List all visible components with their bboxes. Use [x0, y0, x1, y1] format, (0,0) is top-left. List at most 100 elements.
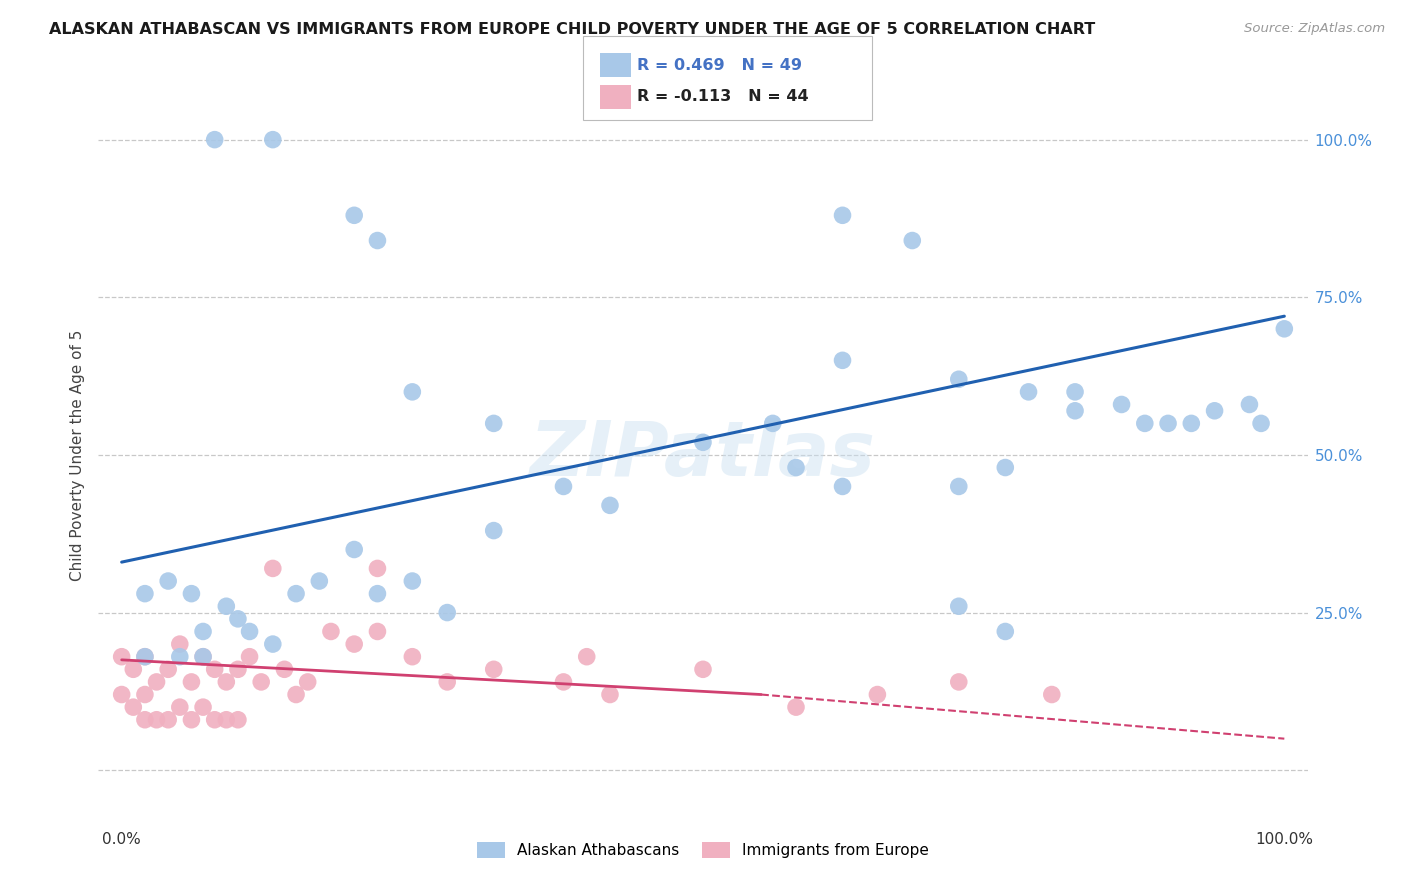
Point: [262, 637, 284, 651]
Point: [366, 561, 388, 575]
Point: [1180, 417, 1202, 431]
Legend: Alaskan Athabascans, Immigrants from Europe: Alaskan Athabascans, Immigrants from Eur…: [471, 836, 935, 864]
Point: [319, 624, 342, 639]
Point: [553, 479, 575, 493]
Point: [1157, 417, 1180, 431]
Y-axis label: Child Poverty Under the Age of 5: Child Poverty Under the Age of 5: [69, 329, 84, 581]
Point: [948, 599, 970, 614]
Point: [250, 674, 273, 689]
Point: [122, 700, 145, 714]
Point: [401, 574, 423, 588]
Point: [239, 624, 262, 639]
Point: [239, 649, 262, 664]
Point: [191, 624, 214, 639]
Point: [692, 435, 714, 450]
Point: [180, 713, 202, 727]
Point: [1064, 404, 1087, 418]
Point: [285, 587, 308, 601]
Point: [948, 372, 970, 386]
Point: [191, 700, 214, 714]
Point: [994, 460, 1017, 475]
Point: [599, 688, 621, 702]
Point: [134, 688, 156, 702]
Point: [134, 587, 156, 601]
Point: [191, 649, 214, 664]
Point: [1204, 404, 1226, 418]
Point: [482, 417, 505, 431]
Point: [1239, 397, 1261, 411]
Point: [948, 479, 970, 493]
Point: [145, 713, 167, 727]
Point: [157, 574, 180, 588]
Point: [204, 662, 226, 676]
Point: [436, 606, 458, 620]
Point: [308, 574, 330, 588]
Point: [994, 624, 1017, 639]
Point: [169, 637, 191, 651]
Point: [273, 662, 295, 676]
Point: [1040, 688, 1063, 702]
Point: [785, 460, 807, 475]
Point: [262, 133, 284, 147]
Point: [226, 612, 249, 626]
Point: [343, 637, 366, 651]
Point: [262, 561, 284, 575]
Point: [343, 208, 366, 222]
Point: [901, 234, 924, 248]
Point: [1018, 384, 1040, 399]
Point: [948, 674, 970, 689]
Point: [111, 649, 134, 664]
Point: [145, 674, 167, 689]
Point: [297, 674, 319, 689]
Point: [343, 542, 366, 557]
Point: [1111, 397, 1133, 411]
Point: [169, 649, 191, 664]
Point: [215, 713, 238, 727]
Point: [599, 499, 621, 513]
Point: [366, 624, 388, 639]
Point: [204, 133, 226, 147]
Point: [169, 700, 191, 714]
Text: ZIPatlas: ZIPatlas: [530, 418, 876, 491]
Point: [191, 649, 214, 664]
Point: [180, 674, 202, 689]
Point: [122, 662, 145, 676]
Point: [575, 649, 598, 664]
Point: [134, 649, 156, 664]
Point: [157, 662, 180, 676]
Point: [401, 649, 423, 664]
Point: [831, 353, 853, 368]
Point: [204, 713, 226, 727]
Text: R = -0.113   N = 44: R = -0.113 N = 44: [637, 89, 808, 104]
Point: [226, 662, 249, 676]
Point: [692, 662, 714, 676]
Point: [1250, 417, 1272, 431]
Point: [180, 587, 202, 601]
Text: ALASKAN ATHABASCAN VS IMMIGRANTS FROM EUROPE CHILD POVERTY UNDER THE AGE OF 5 CO: ALASKAN ATHABASCAN VS IMMIGRANTS FROM EU…: [49, 22, 1095, 37]
Point: [215, 674, 238, 689]
Point: [226, 713, 249, 727]
Point: [482, 524, 505, 538]
Point: [401, 384, 423, 399]
Point: [134, 713, 156, 727]
Point: [366, 587, 388, 601]
Point: [285, 688, 308, 702]
Point: [157, 713, 180, 727]
Point: [436, 674, 458, 689]
Text: R = 0.469   N = 49: R = 0.469 N = 49: [637, 58, 801, 73]
Point: [111, 688, 134, 702]
Point: [134, 649, 156, 664]
Point: [215, 599, 238, 614]
Point: [1272, 322, 1295, 336]
Point: [785, 700, 807, 714]
Point: [1133, 417, 1156, 431]
Point: [1064, 384, 1087, 399]
Point: [553, 674, 575, 689]
Text: Source: ZipAtlas.com: Source: ZipAtlas.com: [1244, 22, 1385, 36]
Point: [762, 417, 785, 431]
Point: [866, 688, 889, 702]
Point: [831, 479, 853, 493]
Point: [366, 234, 388, 248]
Point: [831, 208, 853, 222]
Point: [482, 662, 505, 676]
